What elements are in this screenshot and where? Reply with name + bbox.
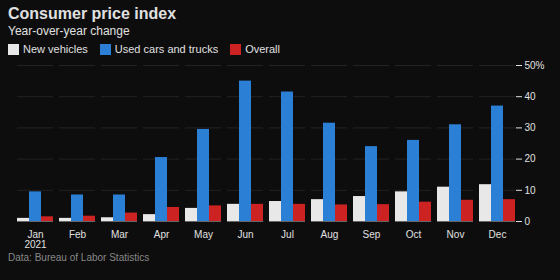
svg-text:Mar: Mar bbox=[111, 229, 129, 240]
svg-text:20: 20 bbox=[525, 153, 537, 164]
svg-text:10: 10 bbox=[525, 185, 537, 196]
html-text:Used cars and trucks: Used cars and trucks bbox=[114, 43, 219, 55]
svg-text:May: May bbox=[194, 229, 213, 240]
svg-text:30: 30 bbox=[525, 122, 537, 133]
svg-text:Jul: Jul bbox=[281, 229, 294, 240]
svg-text:Jun: Jun bbox=[237, 229, 253, 240]
svg-text:0: 0 bbox=[525, 216, 531, 227]
svg-text:Jan2021: Jan2021 bbox=[24, 229, 47, 250]
html-text:Overall: Overall bbox=[245, 43, 280, 55]
svg-text:Nov: Nov bbox=[447, 229, 465, 240]
html-text:Data: Bureau of Labor Statisti: Data: Bureau of Labor Statistics bbox=[8, 252, 150, 263]
html-text:Consumer price index: Consumer price index bbox=[8, 5, 176, 22]
svg-text:Aug: Aug bbox=[321, 229, 339, 240]
svg-text:40: 40 bbox=[525, 91, 537, 102]
svg-text:Sep: Sep bbox=[363, 229, 381, 240]
svg-text:Feb: Feb bbox=[69, 229, 87, 240]
svg-text:50%: 50% bbox=[525, 60, 545, 71]
html-text:New vehicles: New vehicles bbox=[23, 43, 88, 55]
svg-text:Apr: Apr bbox=[154, 229, 170, 240]
svg-text:Oct: Oct bbox=[406, 229, 422, 240]
svg-text:Dec: Dec bbox=[489, 229, 507, 240]
html-text:Year-over-year change: Year-over-year change bbox=[8, 24, 130, 38]
